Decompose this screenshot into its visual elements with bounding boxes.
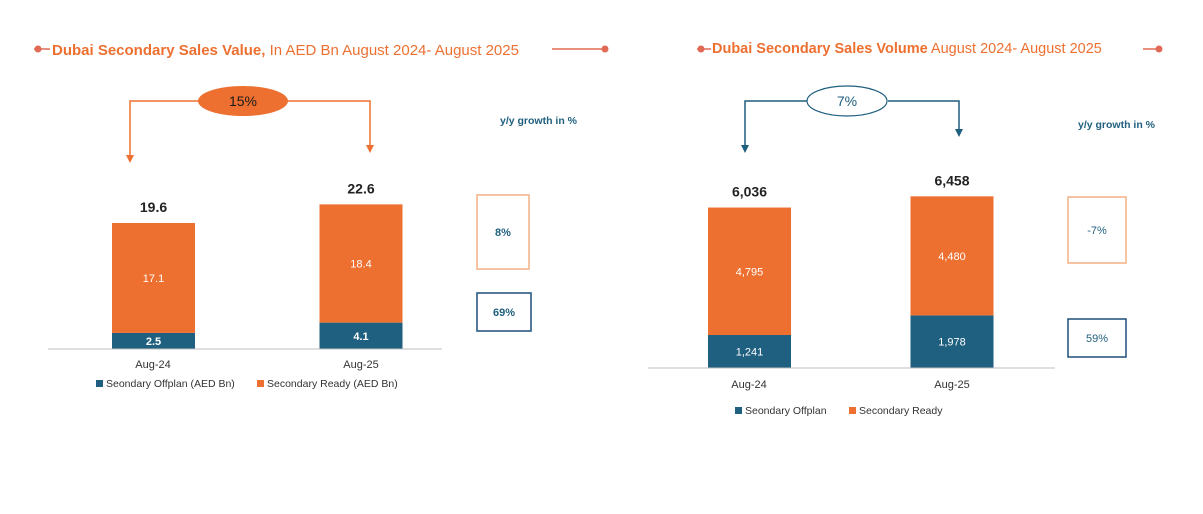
value-label-ready-aug-25: 18.4 (350, 259, 371, 271)
volume-legend-offplan: Seondary Offplan (745, 405, 827, 417)
volume-legend-offplan-swatch (735, 407, 742, 414)
volume-growth-offplan-box (1067, 318, 1127, 358)
value-legend-ready: Secondary Ready (AED Bn) (267, 378, 398, 390)
volume-chart: Dubai Secondary Sales Volume August 2024… (648, 41, 1163, 417)
volume-label-offplan-aug-24: 1,241 (736, 347, 764, 359)
volume-arrow-left (741, 145, 749, 153)
value-arrow-right (366, 145, 374, 153)
value-change-badge (198, 86, 288, 116)
volume-bar-ready-aug-25 (910, 196, 994, 316)
volume-label-ready-aug-24: 4,795 (736, 266, 764, 278)
value-label-offplan-aug-25: 4.1 (353, 331, 368, 343)
title-right-dot (601, 45, 609, 53)
value-legend-ready-swatch (257, 380, 264, 387)
value-growth-offplan: 69% (493, 307, 515, 319)
value-bar-ready-aug-24 (112, 223, 195, 333)
volume-change-connector (744, 100, 960, 146)
volume-bar-ready-aug-24 (708, 207, 791, 336)
value-change-label: 15% (229, 93, 257, 109)
value-tick-aug-25: Aug-25 (343, 359, 378, 371)
volume-growth-ready: -7% (1087, 225, 1107, 237)
volume-label-ready-aug-25: 4,480 (938, 251, 966, 263)
volume-bars: 1,241 4,795 6,036 1,978 4,480 6,458 (708, 172, 994, 368)
volume-label-offplan-aug-25: 1,978 (938, 337, 966, 349)
volume-tick-aug-25: Aug-25 (934, 379, 969, 391)
title-left-dot (34, 45, 42, 53)
volume-growth-ready-box (1067, 196, 1127, 264)
value-chart: Dubai Secondary Sales Value, In AED Bn A… (34, 42, 609, 390)
volume-change-badge (806, 85, 888, 117)
volume-title-rest: August 2024- August 2025 (928, 41, 1102, 57)
value-growth-ready: 8% (495, 227, 511, 239)
vol-title-left-dot (697, 45, 705, 53)
value-growth-header: y/y growth in % (500, 115, 578, 127)
value-label-offplan-aug-24: 2.5 (146, 336, 161, 348)
volume-total-aug-24: 6,036 (732, 184, 767, 200)
value-arrow-left (126, 155, 134, 163)
value-bars: 2.5 17.1 19.6 4.1 18.4 22.6 (112, 180, 403, 349)
value-growth-offplan-box (476, 292, 532, 332)
volume-bar-offplan-aug-24 (708, 335, 791, 368)
value-total-aug-24: 19.6 (140, 199, 167, 215)
value-legend-offplan-swatch (96, 380, 103, 387)
volume-total-aug-25: 6,458 (934, 172, 969, 188)
volume-bar-offplan-aug-25 (910, 315, 994, 368)
volume-title-bold: Dubai Secondary Sales Volume (712, 41, 928, 57)
value-change-connector (129, 100, 371, 156)
value-legend-offplan: Seondary Offplan (AED Bn) (106, 378, 235, 390)
value-chart-title: Dubai Secondary Sales Value, In AED Bn A… (52, 42, 519, 59)
vol-title-right-dot (1155, 45, 1163, 53)
value-bar-offplan-aug-25 (319, 322, 403, 349)
volume-tick-aug-24: Aug-24 (731, 379, 766, 391)
volume-growth-offplan: 59% (1086, 333, 1108, 345)
volume-legend-ready-swatch (849, 407, 856, 414)
value-title-rest: In AED Bn August 2024- August 2025 (265, 42, 519, 59)
volume-legend-ready: Secondary Ready (859, 405, 943, 417)
value-bar-ready-aug-25 (319, 204, 403, 323)
value-label-ready-aug-24: 17.1 (143, 273, 164, 285)
volume-chart-title: Dubai Secondary Sales Volume August 2024… (712, 41, 1102, 57)
value-bar-offplan-aug-24 (112, 332, 195, 349)
volume-growth-header: y/y growth in % (1078, 119, 1156, 131)
value-tick-aug-24: Aug-24 (135, 359, 170, 371)
value-growth-ready-box (476, 194, 530, 270)
volume-arrow-right (955, 129, 963, 137)
volume-change-label: 7% (837, 93, 857, 109)
value-total-aug-25: 22.6 (347, 180, 374, 196)
value-title-bold: Dubai Secondary Sales Value, (52, 42, 265, 59)
